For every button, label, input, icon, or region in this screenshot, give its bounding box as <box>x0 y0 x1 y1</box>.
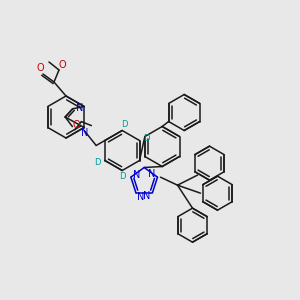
Text: O: O <box>36 63 44 73</box>
Text: D: D <box>143 134 150 143</box>
Text: D: D <box>121 120 128 129</box>
Text: N: N <box>143 191 150 201</box>
Text: N: N <box>148 169 155 179</box>
Text: N: N <box>133 170 141 180</box>
Text: N: N <box>82 128 89 137</box>
Text: N: N <box>76 103 83 113</box>
Text: O: O <box>73 120 80 130</box>
Text: N: N <box>137 192 145 202</box>
Text: D: D <box>119 172 125 181</box>
Text: O: O <box>58 60 66 70</box>
Text: D: D <box>94 158 101 167</box>
